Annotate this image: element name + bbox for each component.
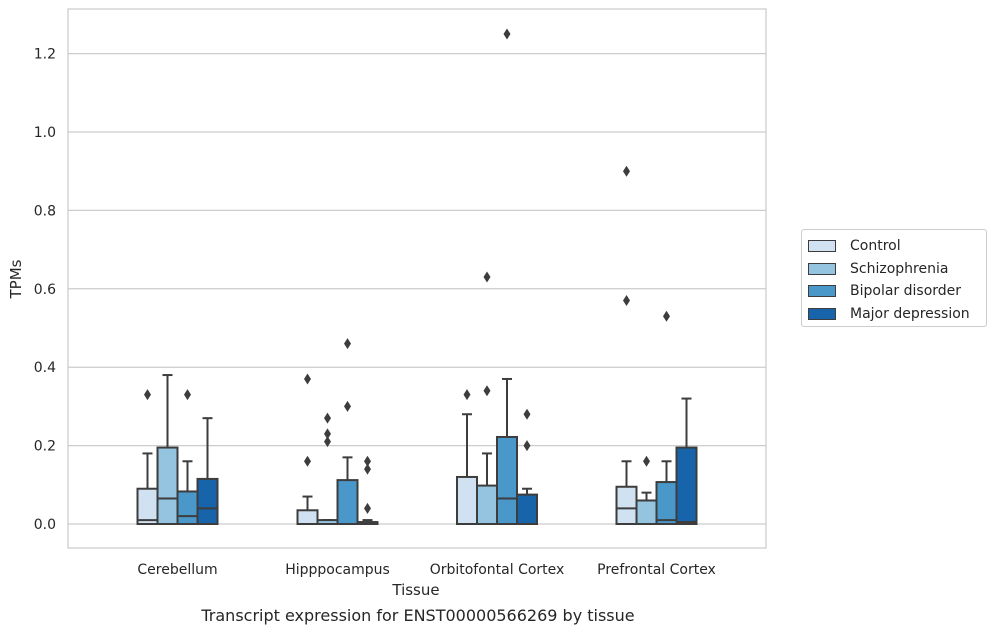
outlier-point	[483, 271, 491, 283]
y-tick-label: 1.0	[34, 125, 56, 141]
legend-item: Schizophrenia	[808, 259, 948, 279]
x-tick-label: Hipppocampus	[285, 562, 390, 578]
legend-swatch	[808, 285, 836, 297]
legend-swatch	[808, 307, 836, 320]
box	[655, 481, 678, 525]
outlier-point	[643, 455, 650, 467]
y-tick-label: 0.4	[34, 360, 56, 376]
outlier-point	[623, 295, 630, 307]
legend: Control Schizophrenia Bipolar disorder Majo…	[801, 229, 987, 327]
box	[675, 446, 698, 525]
legend-label: Schizophrenia	[850, 260, 949, 277]
outlier-point	[463, 389, 471, 401]
outlier-point	[364, 455, 371, 467]
outlier-point	[324, 412, 331, 424]
box-series	[136, 28, 698, 526]
legend-item: Bipolar disorder	[808, 281, 961, 301]
figure-caption: Transcript expression for ENST0000056626…	[201, 606, 635, 625]
y-tick-label: 0.0	[34, 517, 56, 533]
legend-label: Control	[850, 238, 901, 254]
legend-swatch	[808, 240, 836, 252]
legend-label: Major depression	[850, 305, 970, 322]
outlier-point	[523, 408, 531, 420]
box	[156, 446, 179, 525]
y-axis: 0.0 0.2 0.4 0.6 0.8 1.0 1.2	[34, 47, 56, 533]
outlier-point	[304, 373, 311, 385]
outlier-point	[483, 385, 491, 397]
box	[615, 485, 638, 526]
legend-item: Control	[808, 236, 901, 256]
box	[476, 484, 498, 526]
outlier-point	[503, 28, 511, 40]
outlier-point	[304, 455, 311, 467]
plot-frame	[67, 8, 767, 549]
y-tick-label: 1.2	[34, 47, 56, 63]
box	[176, 490, 199, 525]
y-tick-label: 0.6	[34, 282, 56, 298]
x-tick-label: Cerebellum	[137, 562, 217, 578]
outlier-point	[364, 463, 371, 475]
outlier-point	[144, 389, 151, 401]
outlier-point	[344, 400, 351, 412]
box	[136, 487, 159, 525]
outlier-point	[523, 440, 531, 452]
x-axis: Cerebellum Hipppocampus Orbitofontal Corte…	[137, 562, 715, 578]
box	[336, 479, 359, 526]
x-tick-label: Orbitofontal Cortex	[430, 562, 565, 578]
legend-label: Bipolar disorder	[850, 283, 962, 299]
box	[456, 475, 478, 525]
box	[196, 477, 219, 526]
outlier-point	[364, 502, 371, 514]
y-tick-label: 0.8	[34, 203, 56, 219]
y-tick-label: 0.2	[34, 439, 56, 455]
legend-item: Major depression	[808, 304, 970, 324]
outlier-point	[324, 436, 331, 448]
x-tick-label: Prefrontal Cortex	[597, 562, 716, 578]
outlier-point	[184, 389, 191, 401]
outlier-point	[623, 165, 630, 177]
outlier-point	[663, 310, 670, 322]
x-axis-label: Tissue	[391, 581, 439, 599]
box	[496, 435, 518, 526]
outlier-point	[324, 428, 331, 440]
grid-lines	[68, 52, 766, 525]
y-axis-label: TPMs	[7, 259, 25, 299]
box	[296, 509, 319, 525]
outlier-point	[344, 338, 351, 350]
legend-swatch	[808, 262, 836, 275]
box	[516, 493, 538, 526]
box	[635, 499, 658, 526]
